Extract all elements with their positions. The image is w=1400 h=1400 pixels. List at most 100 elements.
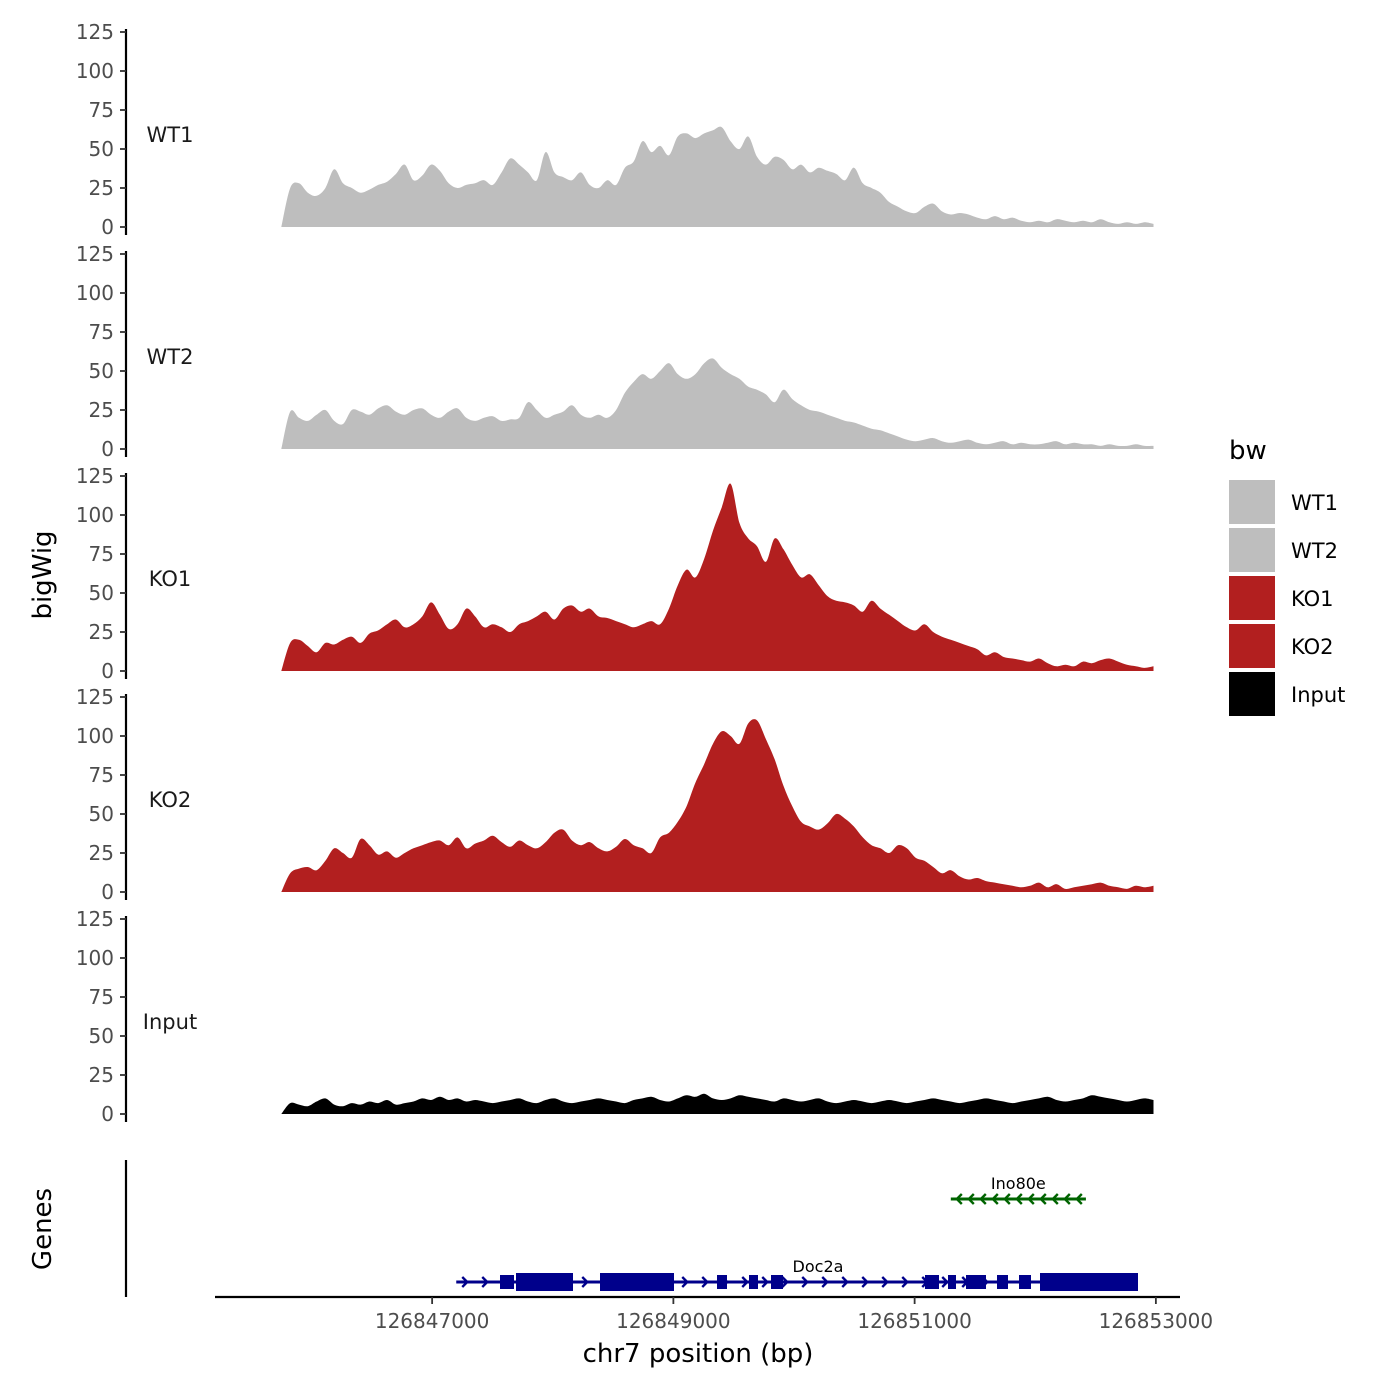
y-tick-label: 0: [101, 1102, 114, 1126]
y-tick-label: 100: [76, 724, 114, 748]
y-tick-label: 100: [76, 503, 114, 527]
strand-arrow: [481, 1276, 489, 1288]
strand-arrow: [781, 1276, 789, 1288]
y-axis-title: bigWig: [28, 530, 58, 619]
strand-arrow: [967, 1193, 975, 1205]
y-tick-label: 125: [76, 242, 114, 266]
strand-arrow: [1075, 1193, 1083, 1205]
legend-key-ko2: [1229, 624, 1275, 668]
y-tick-label: 0: [101, 880, 114, 904]
y-tick-label: 125: [76, 464, 114, 488]
legend: bw WT1 WT2 KO1 KO2 Input: [1229, 436, 1345, 716]
signal-area-ko1: [281, 483, 1154, 671]
strand-arrow: [741, 1276, 749, 1288]
gene-ino80e: Ino80e: [950, 1174, 1086, 1205]
exon: [1019, 1275, 1031, 1289]
genes-axis-title: Genes: [28, 1188, 58, 1270]
legend-label-wt1: WT1: [1291, 491, 1338, 515]
exon: [997, 1275, 1008, 1289]
exon: [749, 1275, 758, 1289]
strand-arrow: [1015, 1193, 1023, 1205]
signal-area-input: [281, 1093, 1154, 1114]
y-tick-label: 125: [76, 20, 114, 44]
strand-arrow: [581, 1276, 589, 1288]
x-tick-label: 126851000: [857, 1309, 972, 1333]
exon: [1040, 1273, 1138, 1291]
track-label-wt2: WT2: [147, 345, 194, 369]
exon: [500, 1275, 514, 1289]
y-tick-label: 75: [89, 985, 114, 1009]
exon: [925, 1275, 939, 1289]
strand-arrow: [841, 1276, 849, 1288]
gene-doc2a: Doc2a: [456, 1257, 1138, 1291]
track-label-wt1: WT1: [147, 123, 194, 147]
y-tick-label: 75: [89, 320, 114, 344]
y-tick-label: 25: [89, 1063, 114, 1087]
y-tick-label: 25: [89, 620, 114, 644]
strand-arrow: [991, 1193, 999, 1205]
y-tick-label: 50: [89, 1024, 114, 1048]
track-panels: 0 25 50 75 100 125 WT1 0 25 50 75 100 125 WT2 0 25 50 75 1…: [76, 20, 1154, 1126]
legend-label-ko2: KO2: [1291, 635, 1334, 659]
y-tick-label: 125: [76, 685, 114, 709]
strand-arrow: [1027, 1193, 1035, 1205]
signal-area-wt1: [281, 126, 1154, 227]
gene-label: Ino80e: [991, 1174, 1046, 1193]
strand-arrow: [1039, 1193, 1047, 1205]
exon: [771, 1275, 783, 1289]
legend-key-wt1: [1229, 480, 1275, 524]
exon: [948, 1275, 956, 1289]
x-axis: 126847000 126849000 126851000 126853000: [215, 1295, 1214, 1333]
legend-key-wt2: [1229, 528, 1275, 572]
exon: [600, 1273, 674, 1291]
y-tick-label: 50: [89, 581, 114, 605]
strand-arrow: [1063, 1193, 1071, 1205]
y-tick-label: 100: [76, 281, 114, 305]
legend-label-wt2: WT2: [1291, 539, 1338, 563]
legend-title: bw: [1229, 436, 1267, 466]
x-tick-label: 126849000: [616, 1309, 731, 1333]
track-label-input: Input: [143, 1010, 197, 1034]
y-tick-label: 25: [89, 398, 114, 422]
strand-arrow: [901, 1276, 909, 1288]
genes-panel: Ino80e Doc2a: [124, 1160, 1138, 1297]
legend-label-ko1: KO1: [1291, 587, 1334, 611]
y-tick-label: 0: [101, 659, 114, 683]
strand-arrow: [761, 1276, 769, 1288]
y-tick-label: 50: [89, 359, 114, 383]
legend-label-input: Input: [1291, 683, 1345, 707]
y-tick-label: 0: [101, 215, 114, 239]
x-tick-label: 126847000: [375, 1309, 490, 1333]
exon: [966, 1275, 986, 1289]
x-tick-label: 126853000: [1099, 1309, 1214, 1333]
strand-arrow: [681, 1276, 689, 1288]
track-panel-ko2: 0 25 50 75 100 125 KO2: [76, 685, 1154, 904]
y-tick-label: 0: [101, 437, 114, 461]
y-tick-label: 100: [76, 946, 114, 970]
gene-label: Doc2a: [793, 1257, 844, 1276]
strand-arrow: [979, 1193, 987, 1205]
strand-arrow: [881, 1276, 889, 1288]
exon: [516, 1273, 573, 1291]
strand-arrow: [955, 1193, 963, 1205]
track-panel-wt2: 0 25 50 75 100 125 WT2: [76, 242, 1154, 461]
signal-area-wt2: [281, 358, 1154, 449]
y-tick-label: 125: [76, 907, 114, 931]
track-panel-wt1: 0 25 50 75 100 125 WT1: [76, 20, 1154, 239]
y-tick-label: 75: [89, 763, 114, 787]
strand-arrow: [1003, 1193, 1011, 1205]
x-axis-title: chr7 position (bp): [583, 1339, 814, 1369]
y-tick-label: 100: [76, 59, 114, 83]
strand-arrow: [821, 1276, 829, 1288]
y-tick-label: 25: [89, 176, 114, 200]
legend-key-input: [1229, 672, 1275, 716]
track-panel-input: 0 25 50 75 100 125 Input: [76, 907, 1154, 1126]
signal-area-ko2: [281, 719, 1154, 892]
y-tick-label: 75: [89, 98, 114, 122]
track-label-ko1: KO1: [149, 567, 192, 591]
exon: [717, 1275, 727, 1289]
y-tick-label: 50: [89, 137, 114, 161]
track-panel-ko1: 0 25 50 75 100 125 KO1: [76, 464, 1154, 683]
track-label-ko2: KO2: [149, 788, 192, 812]
